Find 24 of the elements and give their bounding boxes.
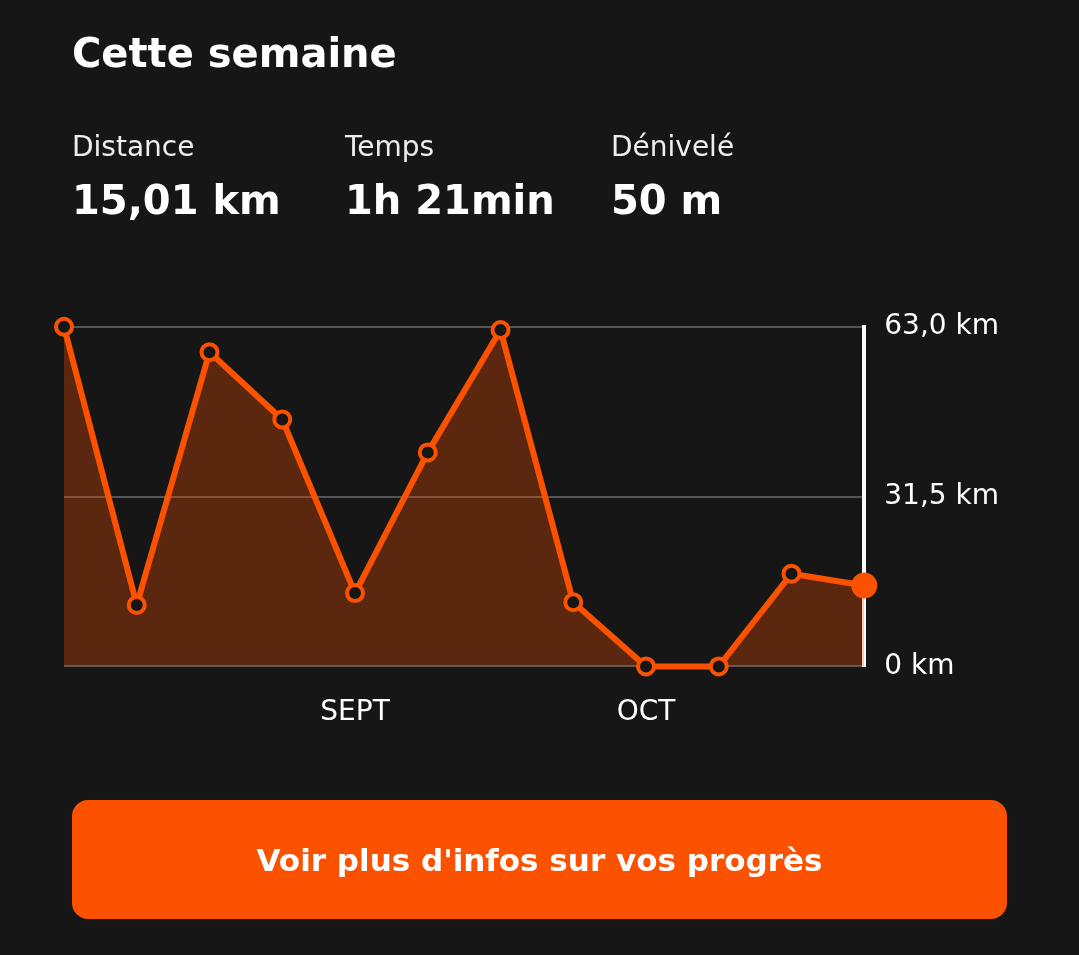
point bbox=[490, 320, 511, 341]
point bbox=[781, 563, 802, 584]
text: Voir plus d'infos sur vos progrès bbox=[72, 800, 1007, 919]
text: Dénivelé bbox=[611, 130, 735, 163]
text: 1h 21min bbox=[345, 177, 555, 223]
chart-title: Cette semaine bbox=[72, 30, 397, 76]
text: Distance bbox=[72, 130, 196, 163]
point bbox=[636, 656, 657, 677]
y-tick-label: 31,5 km bbox=[884, 477, 999, 511]
point bbox=[708, 656, 729, 677]
point bbox=[417, 442, 438, 463]
text: 15,01 km bbox=[72, 177, 281, 223]
point bbox=[563, 592, 584, 613]
point bbox=[272, 409, 293, 430]
x-tick-label: SEPT bbox=[320, 694, 391, 728]
y-tick-label: 63,0 km bbox=[884, 308, 999, 342]
point bbox=[345, 583, 366, 604]
point bbox=[199, 342, 220, 363]
point bbox=[126, 594, 147, 615]
point bbox=[54, 316, 74, 337]
y-tick-label: 0 km bbox=[884, 647, 955, 681]
text: Temps bbox=[345, 130, 436, 163]
x-tick-label: OCT bbox=[616, 694, 677, 728]
text: 50 m bbox=[611, 177, 724, 223]
